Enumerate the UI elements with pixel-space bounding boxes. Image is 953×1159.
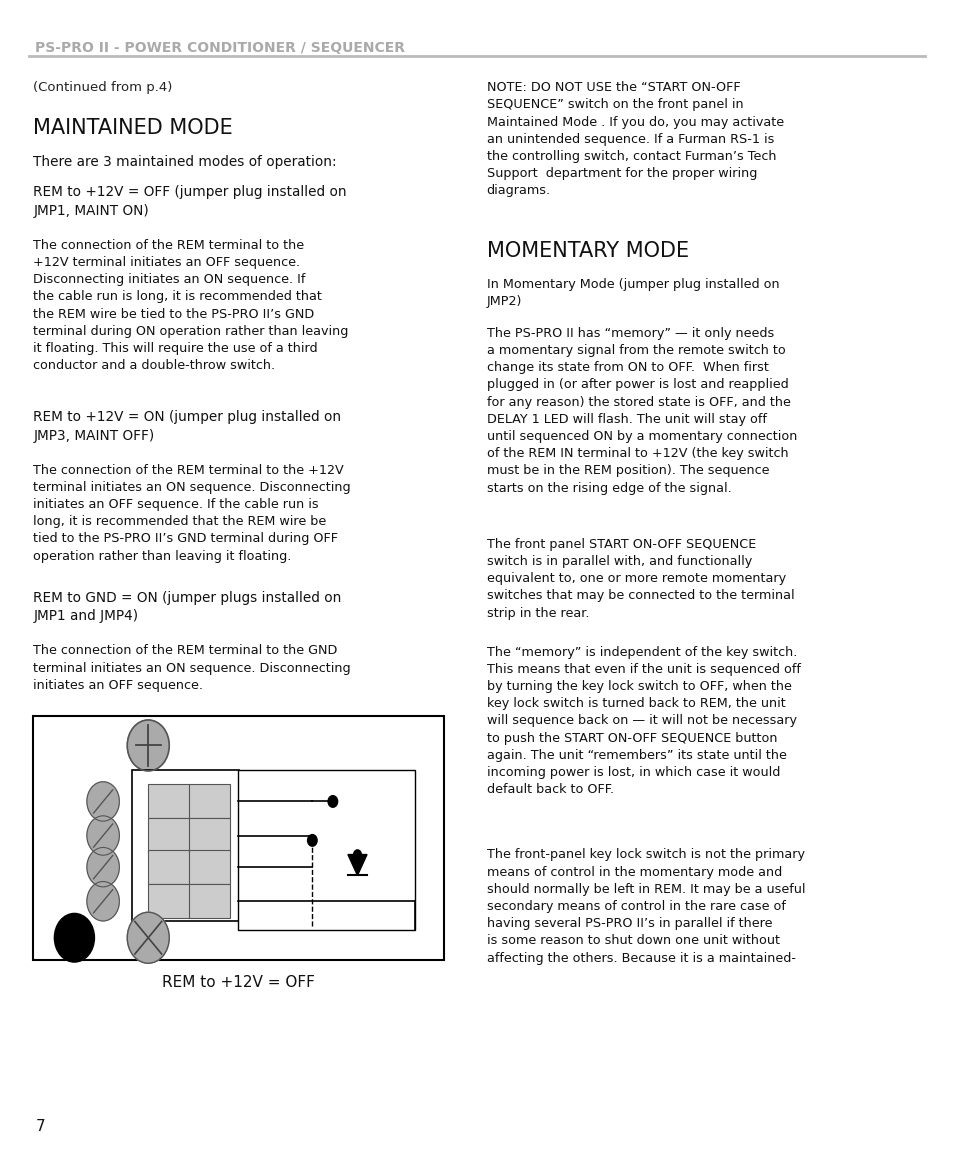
Text: In Momentary Mode (jumper plug installed on
JMP2): In Momentary Mode (jumper plug installed…	[486, 278, 779, 308]
Text: REM to GND = ON (jumper plugs installed on
JMP1 and JMP4): REM to GND = ON (jumper plugs installed …	[33, 591, 341, 624]
Text: GND: GND	[42, 897, 60, 905]
Circle shape	[87, 847, 119, 887]
Polygon shape	[348, 854, 367, 875]
Text: OFF: OFF	[336, 797, 354, 806]
Circle shape	[54, 913, 94, 962]
Bar	[148, 785, 230, 818]
Text: REM: REM	[42, 862, 59, 872]
Bar	[148, 884, 230, 918]
Text: (Continued from p.4): (Continued from p.4)	[33, 81, 172, 94]
Text: The front panel START ON-OFF SEQUENCE
switch is in parallel with, and functional: The front panel START ON-OFF SEQUENCE sw…	[486, 538, 793, 620]
Text: PS-PRO II - POWER CONDITIONER / SEQUENCER: PS-PRO II - POWER CONDITIONER / SEQUENCE…	[35, 41, 405, 54]
Text: The connection of the REM terminal to the
+12V terminal initiates an OFF sequenc: The connection of the REM terminal to th…	[33, 239, 349, 372]
Circle shape	[307, 834, 316, 846]
Text: The PS-PRO II has “memory” — it only needs
a momentary signal from the remote sw: The PS-PRO II has “memory” — it only nee…	[486, 327, 796, 495]
Text: +12V: +12V	[42, 797, 64, 806]
Text: 7: 7	[35, 1118, 45, 1134]
Circle shape	[328, 796, 337, 808]
Text: The “memory” is independent of the key switch.
This means that even if the unit : The “memory” is independent of the key s…	[486, 646, 800, 796]
Text: CLASS 1
WIRING: CLASS 1 WIRING	[50, 753, 85, 773]
Circle shape	[354, 850, 361, 859]
Text: The connection of the REM terminal to the +12V
terminal initiates an ON sequence: The connection of the REM terminal to th…	[33, 464, 351, 562]
Circle shape	[127, 912, 169, 963]
Bar	[148, 851, 230, 884]
Text: There are 3 maintained modes of operation:: There are 3 maintained modes of operatio…	[33, 155, 336, 169]
Circle shape	[87, 882, 119, 921]
Circle shape	[127, 720, 169, 771]
Circle shape	[87, 782, 119, 822]
Text: REM to +12V = OFF (jumper plug installed on
JMP1, MAINT ON): REM to +12V = OFF (jumper plug installed…	[33, 185, 347, 218]
Text: MAINTAINED MODE: MAINTAINED MODE	[33, 118, 233, 138]
Text: OPTIONAL
STATUS
LED: OPTIONAL STATUS LED	[367, 860, 404, 880]
Bar	[33, 716, 443, 960]
Text: ON: ON	[316, 836, 330, 845]
Text: The connection of the REM terminal to the GND
terminal initiates an ON sequence.: The connection of the REM terminal to th…	[33, 644, 351, 692]
Bar	[132, 770, 238, 920]
Text: NOTE: DO NOT USE the “START ON-OFF
SEQUENCE” switch on the front panel in
Mainta: NOTE: DO NOT USE the “START ON-OFF SEQUE…	[486, 81, 782, 197]
Bar	[238, 770, 415, 931]
Circle shape	[87, 816, 119, 855]
Text: REM to +12V = OFF: REM to +12V = OFF	[162, 975, 314, 990]
Bar	[148, 818, 230, 853]
Text: MOMENTARY MODE: MOMENTARY MODE	[486, 241, 688, 261]
Text: The front-panel key lock switch is not the primary
means of control in the momen: The front-panel key lock switch is not t…	[486, 848, 804, 964]
Text: REM to +12V = ON (jumper plug installed on
JMP3, MAINT OFF): REM to +12V = ON (jumper plug installed …	[33, 410, 341, 443]
Text: STATUS: STATUS	[42, 831, 71, 840]
